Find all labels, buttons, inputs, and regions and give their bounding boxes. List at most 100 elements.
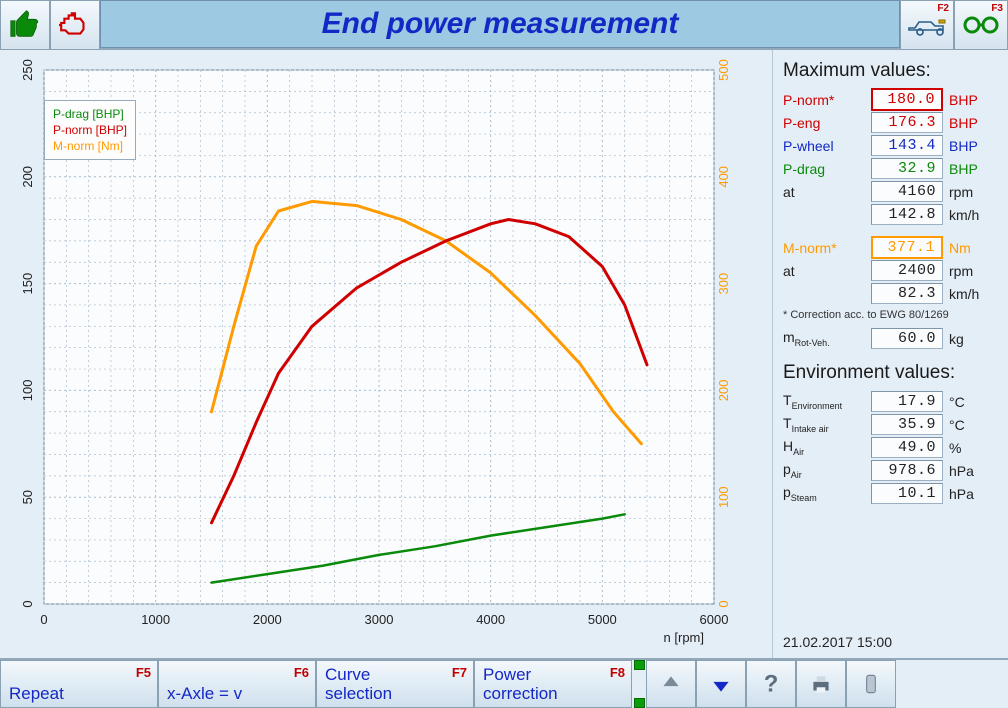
- value-unit: rpm: [943, 263, 993, 279]
- button-label: Repeat: [9, 684, 64, 703]
- value-unit: hPa: [943, 463, 993, 479]
- value-row: P-wheel143.4BHP: [783, 134, 1002, 157]
- value-unit: rpm: [943, 184, 993, 200]
- svg-text:3000: 3000: [365, 612, 394, 627]
- value-number: 82.3: [871, 283, 943, 304]
- value-row: at2400rpm: [783, 259, 1002, 282]
- value-label: TIntake air: [783, 415, 871, 434]
- chart-pane: PKE 010002000300040005000600005010015020…: [0, 50, 772, 658]
- power-correction-button[interactable]: F8Power correction: [474, 660, 632, 708]
- value-number: 180.0: [871, 88, 943, 111]
- vehicle-button[interactable]: F2: [900, 0, 954, 50]
- value-label: mRot-Veh.: [783, 329, 871, 348]
- print-icon: [808, 671, 834, 697]
- value-unit: km/h: [943, 286, 993, 302]
- curve-selection-button[interactable]: F7 Curve selection: [316, 660, 474, 708]
- value-label: at: [783, 184, 871, 200]
- value-label: P-drag: [783, 161, 871, 177]
- status-dot: [634, 660, 645, 670]
- value-row: at4160rpm: [783, 180, 1002, 203]
- print-button[interactable]: [796, 660, 846, 708]
- fkey-label: F7: [452, 665, 467, 680]
- status-dot: [634, 698, 645, 708]
- button-label: x-Axle = v: [167, 684, 242, 703]
- svg-text:500: 500: [716, 59, 731, 81]
- legend-item: P-norm [BHP]: [53, 122, 127, 138]
- help-icon: ?: [758, 671, 784, 697]
- value-unit: BHP: [943, 115, 993, 131]
- svg-text:0: 0: [716, 600, 731, 607]
- fkey-label: F3: [991, 3, 1003, 14]
- max-values-title: Maximum values:: [783, 60, 1002, 82]
- page-title: End power measurement: [100, 0, 900, 48]
- value-unit: hPa: [943, 486, 993, 502]
- svg-text:?: ?: [764, 671, 779, 697]
- button-label: Curve selection: [325, 665, 392, 703]
- svg-text:200: 200: [20, 166, 35, 188]
- value-number: 143.4: [871, 135, 943, 156]
- up-button[interactable]: [646, 660, 696, 708]
- engine-button[interactable]: [50, 0, 100, 50]
- fkey-label: F5: [136, 665, 151, 680]
- value-label: P-norm*: [783, 92, 871, 108]
- chart-legend: P-drag [BHP]P-norm [BHP]M-norm [Nm]: [44, 100, 136, 160]
- fkey-label: F6: [294, 665, 309, 680]
- svg-text:400: 400: [716, 166, 731, 188]
- svg-text:150: 150: [20, 273, 35, 295]
- status-lights: [632, 660, 646, 708]
- repeat-button[interactable]: F5 Repeat: [0, 660, 158, 708]
- value-row: mRot-Veh.60.0kg: [783, 327, 1002, 350]
- value-number: 176.3: [871, 112, 943, 133]
- value-label: M-norm*: [783, 240, 871, 256]
- value-unit: kg: [943, 331, 993, 347]
- legend-item: P-drag [BHP]: [53, 106, 127, 122]
- value-number: 17.9: [871, 391, 943, 412]
- ok-button[interactable]: [0, 0, 50, 50]
- fkey-label: F2: [937, 3, 949, 14]
- exit-button[interactable]: [846, 660, 896, 708]
- value-unit: BHP: [943, 138, 993, 154]
- value-number: 35.9: [871, 414, 943, 435]
- svg-text:50: 50: [20, 490, 35, 504]
- value-row: M-norm*377.1Nm: [783, 236, 1002, 259]
- value-row: TEnvironment17.9°C: [783, 390, 1002, 413]
- value-row: pSteam10.1hPa: [783, 482, 1002, 505]
- value-unit: °C: [943, 394, 993, 410]
- value-unit: %: [943, 440, 993, 456]
- down-button[interactable]: [696, 660, 746, 708]
- svg-text:100: 100: [716, 486, 731, 508]
- value-number: 10.1: [871, 483, 943, 504]
- value-unit: BHP: [943, 92, 993, 108]
- topbar: End power measurement F2 F3: [0, 0, 1008, 50]
- value-number: 2400: [871, 260, 943, 281]
- value-label: pAir: [783, 461, 871, 480]
- svg-text:6000: 6000: [700, 612, 729, 627]
- engine-icon: [58, 10, 92, 40]
- x-axis-toggle-button[interactable]: F6 x-Axle = v: [158, 660, 316, 708]
- value-label: pSteam: [783, 484, 871, 503]
- env-values-title: Environment values:: [783, 362, 1002, 384]
- legend-item: M-norm [Nm]: [53, 138, 127, 154]
- rollers-icon: [961, 14, 1001, 36]
- button-label: Power correction: [483, 665, 558, 703]
- svg-text:250: 250: [20, 59, 35, 81]
- value-number: 377.1: [871, 236, 943, 259]
- rollers-button[interactable]: F3: [954, 0, 1008, 50]
- value-unit: Nm: [943, 240, 993, 256]
- svg-text:100: 100: [20, 380, 35, 402]
- correction-note: * Correction acc. to EWG 80/1269: [783, 309, 1002, 321]
- value-unit: °C: [943, 417, 993, 433]
- thumbs-up-icon: [8, 8, 42, 42]
- value-row: P-eng176.3BHP: [783, 111, 1002, 134]
- value-label: P-eng: [783, 115, 871, 131]
- svg-text:2000: 2000: [253, 612, 282, 627]
- svg-text:n [rpm]: n [rpm]: [664, 630, 704, 645]
- timestamp: 21.02.2017 15:00: [783, 634, 1002, 650]
- value-number: 32.9: [871, 158, 943, 179]
- svg-text:200: 200: [716, 380, 731, 402]
- car-dyno-icon: [907, 14, 947, 36]
- value-row: HAir49.0%: [783, 436, 1002, 459]
- value-label: at: [783, 263, 871, 279]
- help-button[interactable]: ?: [746, 660, 796, 708]
- value-row: 142.8km/h: [783, 203, 1002, 226]
